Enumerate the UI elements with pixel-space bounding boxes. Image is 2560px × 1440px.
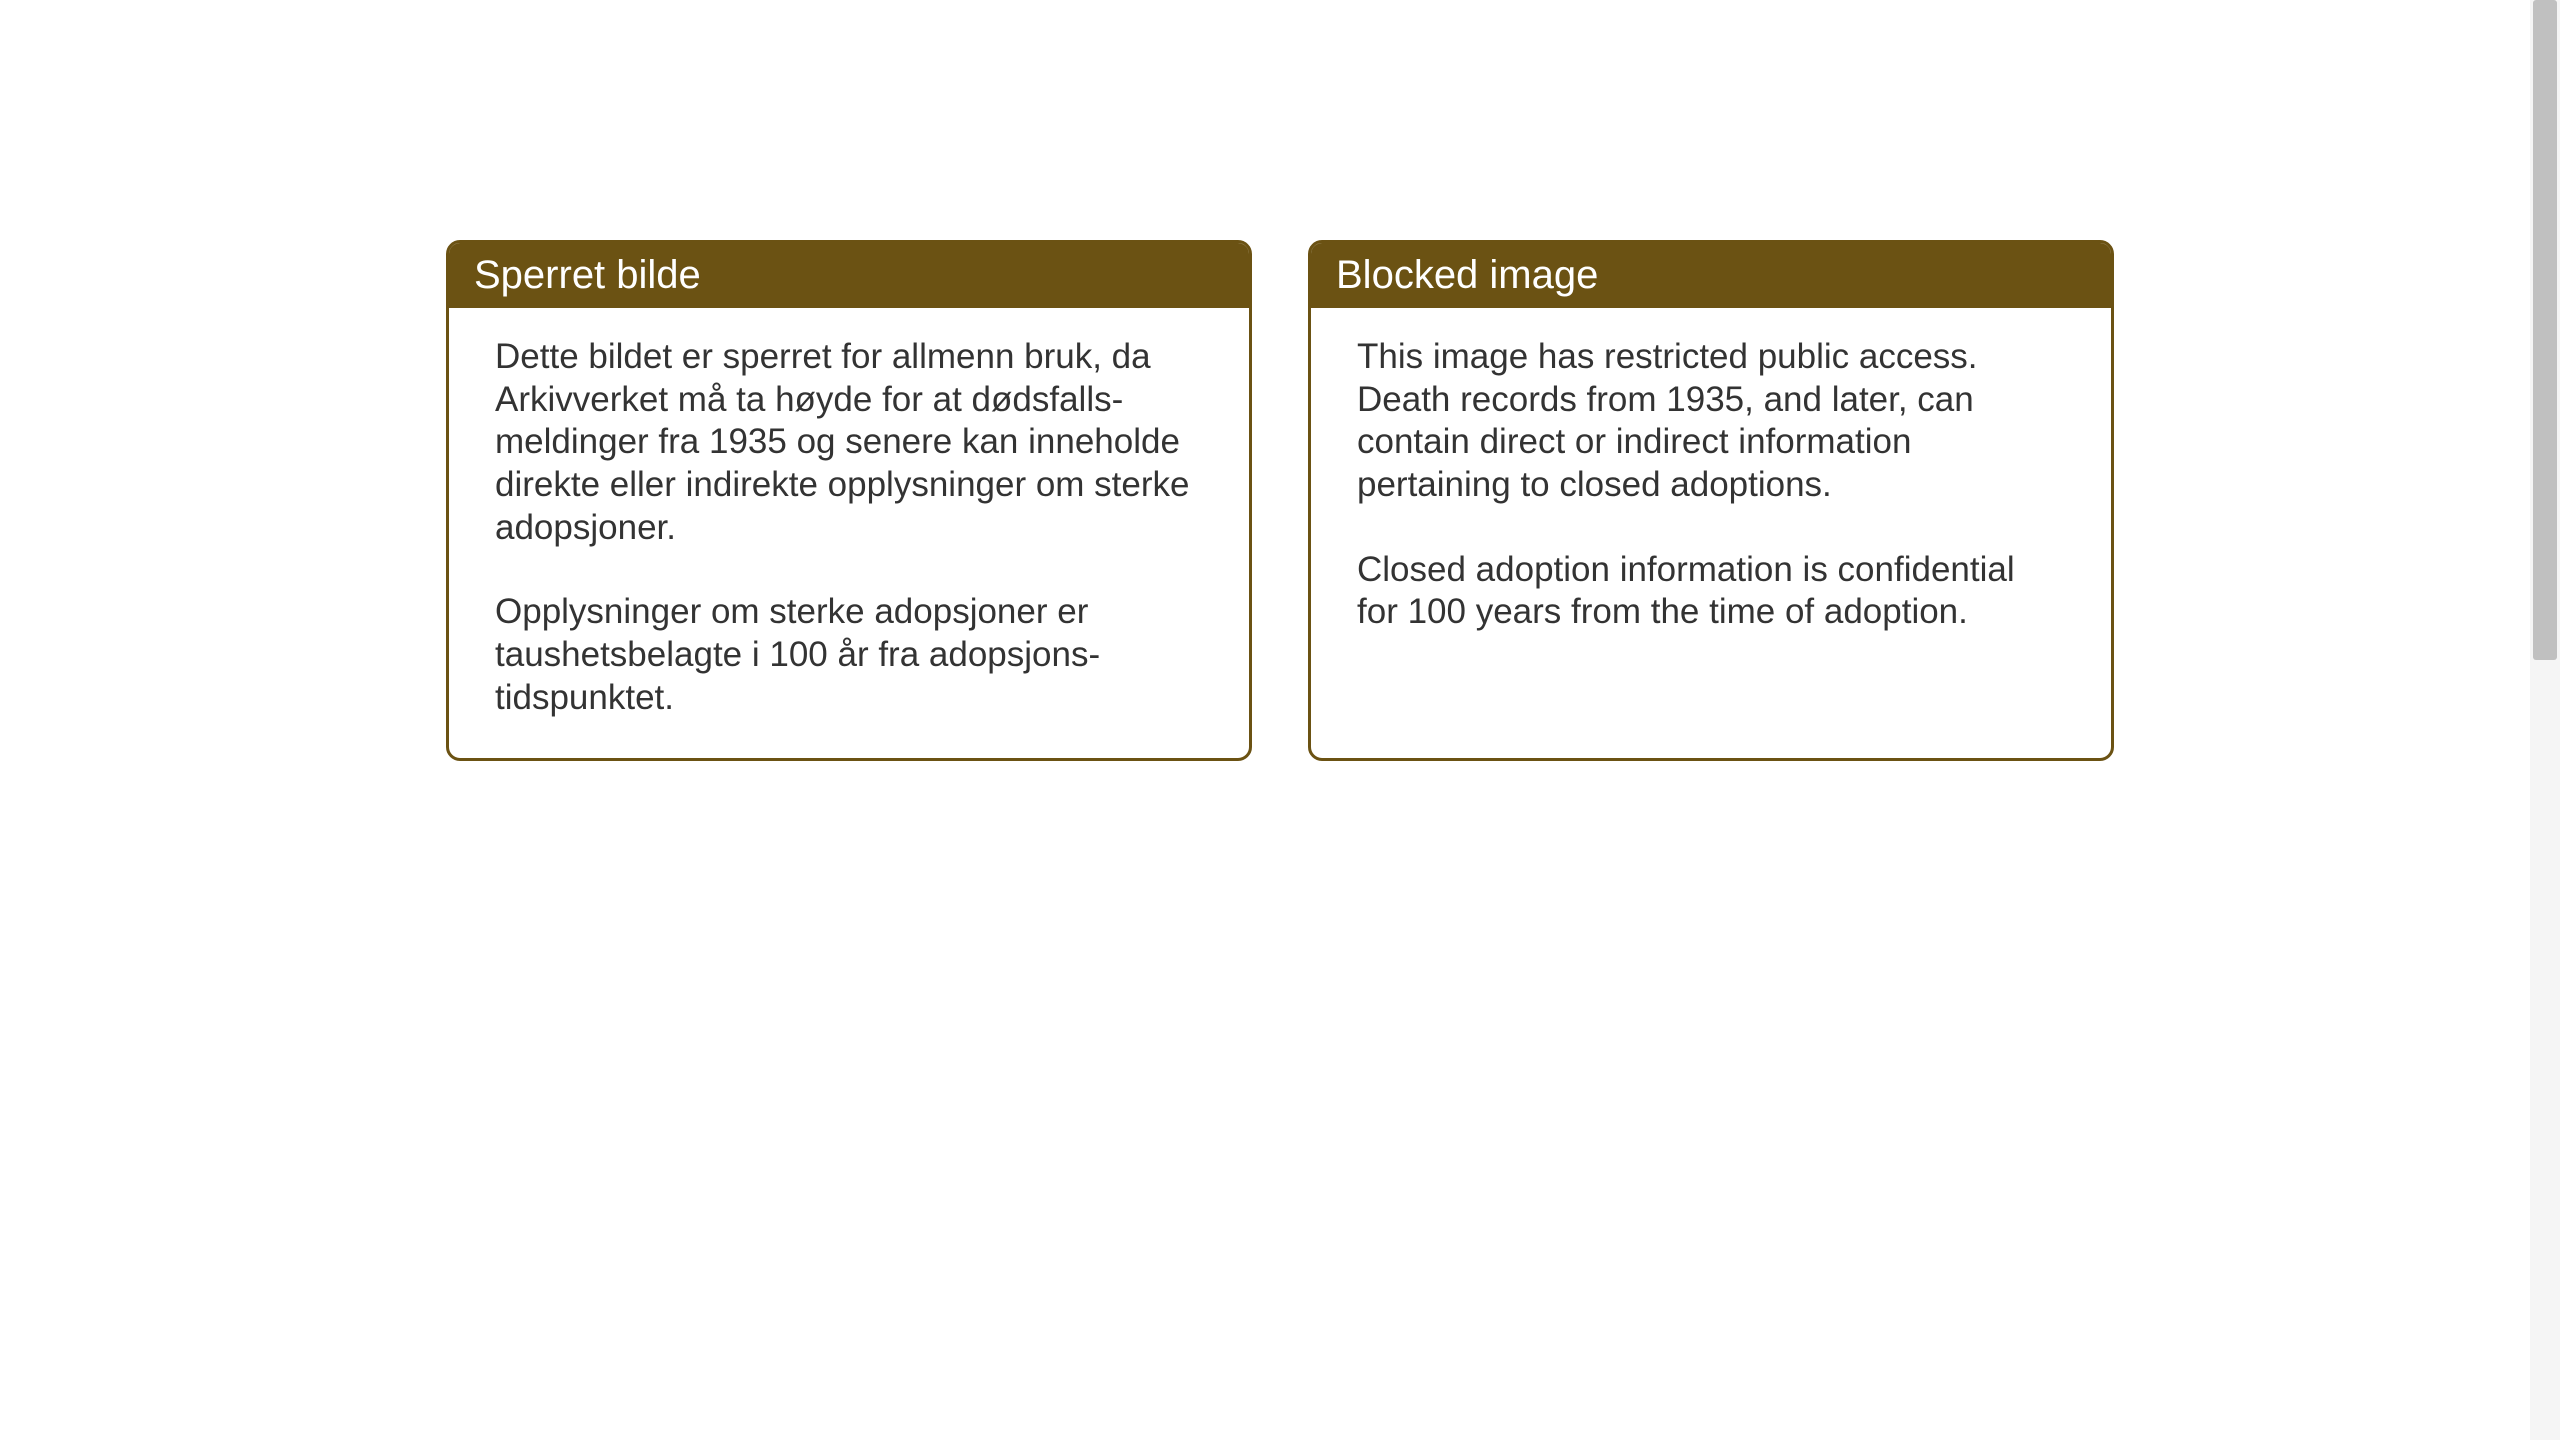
norwegian-info-card: Sperret bilde Dette bildet er sperret fo… bbox=[446, 240, 1252, 761]
info-cards-container: Sperret bilde Dette bildet er sperret fo… bbox=[0, 0, 2560, 761]
norwegian-paragraph-1: Dette bildet er sperret for allmenn bruk… bbox=[495, 336, 1203, 549]
scrollbar-thumb[interactable] bbox=[2533, 0, 2557, 660]
english-paragraph-2: Closed adoption information is confident… bbox=[1357, 549, 2065, 634]
norwegian-card-title: Sperret bilde bbox=[449, 243, 1249, 308]
english-card-title: Blocked image bbox=[1311, 243, 2111, 308]
english-paragraph-1: This image has restricted public access.… bbox=[1357, 336, 2065, 507]
norwegian-card-body: Dette bildet er sperret for allmenn bruk… bbox=[449, 308, 1249, 758]
english-card-body: This image has restricted public access.… bbox=[1311, 308, 2111, 748]
vertical-scrollbar[interactable] bbox=[2530, 0, 2560, 1440]
english-info-card: Blocked image This image has restricted … bbox=[1308, 240, 2114, 761]
norwegian-paragraph-2: Opplysninger om sterke adopsjoner er tau… bbox=[495, 591, 1203, 719]
